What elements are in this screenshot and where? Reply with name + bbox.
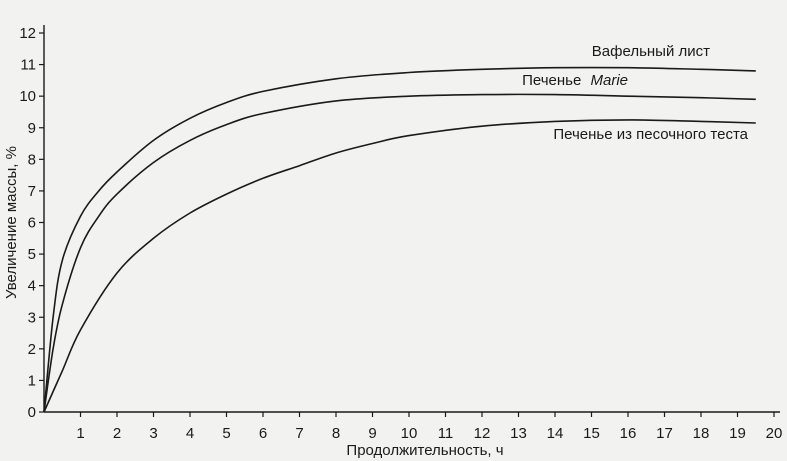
x-tick-label: 3 [149,425,157,442]
series-label-marie-italic: Marie [590,72,628,89]
series-label-marie-biscuit: Печенье Marie [522,72,628,89]
x-tick-label: 5 [222,425,230,442]
y-tick-label: 8 [28,151,36,168]
y-tick-label: 6 [28,215,36,232]
series-line-wafer-sheet [43,66,756,413]
x-tick-label: 19 [729,425,746,442]
series-label-shortbread: Печенье из песочного теста [553,126,748,143]
y-tick-label: 7 [28,183,36,200]
series-label-wafer-sheet: Вафельный лист [592,43,710,60]
x-tick-label: 20 [766,425,783,442]
x-tick-label: 17 [656,425,673,442]
series-line-shortbread [43,119,756,413]
y-tick-label: 0 [28,404,36,421]
y-tick-label: 12 [19,25,36,42]
x-axis-title: Продолжительность, ч [346,442,503,459]
y-tick-label: 4 [28,278,36,295]
series-label-marie-name: Печенье [522,72,581,89]
series-line-marie-biscuit [43,93,756,413]
x-tick-label: 1 [76,425,84,442]
x-tick-label: 10 [401,425,418,442]
x-tick-label: 14 [547,425,564,442]
x-tick-label: 6 [259,425,267,442]
x-tick-label: 15 [583,425,600,442]
x-tick-label: 16 [620,425,637,442]
x-tick-label: 7 [295,425,303,442]
y-tick-label: 3 [28,309,36,326]
x-tick-label: 9 [368,425,376,442]
x-tick-label: 13 [510,425,527,442]
x-tick-label: 11 [438,425,454,442]
x-tick-label: 4 [186,425,194,442]
y-tick-label: 5 [28,246,36,263]
x-tick-label: 2 [113,425,121,442]
x-tick-label: 12 [474,425,491,442]
x-tick-label: 18 [693,425,710,442]
y-tick-label: 2 [28,341,36,358]
y-tick-label: 9 [28,120,36,137]
y-tick-label: 10 [19,88,36,105]
x-tick-label: 8 [332,425,340,442]
y-tick-label: 1 [28,372,36,389]
y-tick-label: 11 [20,57,36,74]
y-axis-title: Увеличение массы, % [3,146,20,299]
